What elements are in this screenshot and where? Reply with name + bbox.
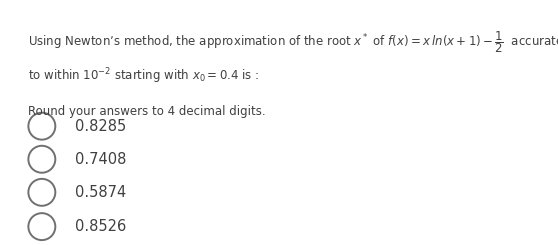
Text: to within $10^{-2}$ starting with $x_0 = 0.4$ is :: to within $10^{-2}$ starting with $x_0 =… [28, 66, 259, 86]
Text: Using Newton’s method, the approximation of the root $x^*$ of $f(x) = x\,ln(x + : Using Newton’s method, the approximation… [28, 29, 558, 55]
Text: 0.8526: 0.8526 [75, 219, 127, 234]
Text: 0.7408: 0.7408 [75, 152, 127, 167]
Text: Round your answers to 4 decimal digits.: Round your answers to 4 decimal digits. [28, 105, 266, 118]
Text: 0.5874: 0.5874 [75, 185, 127, 200]
Text: 0.8285: 0.8285 [75, 119, 127, 134]
